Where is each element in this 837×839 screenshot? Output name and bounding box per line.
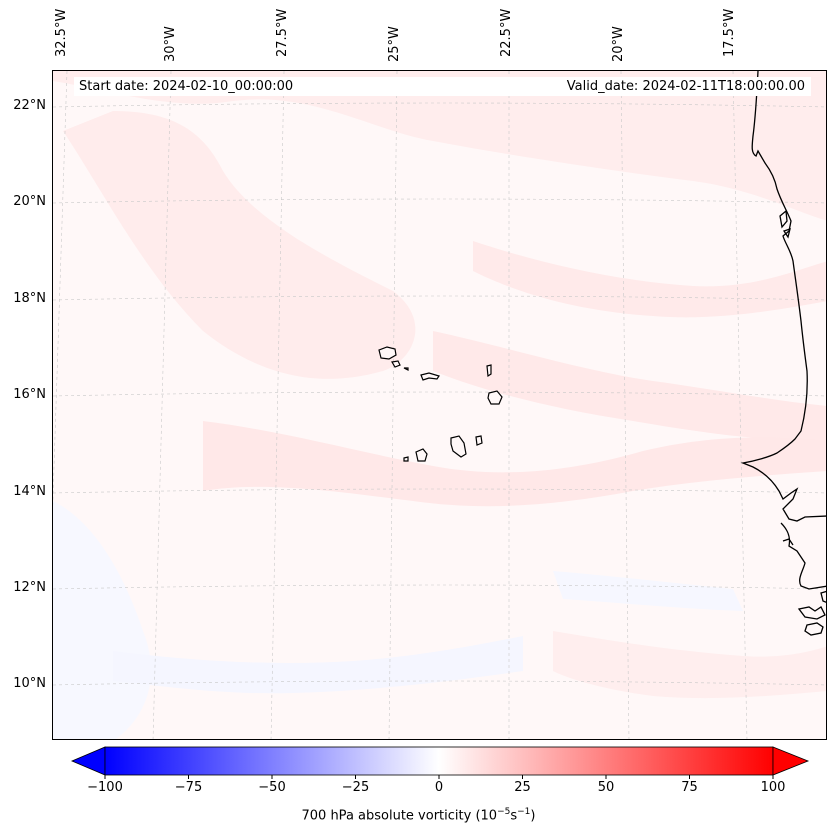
positive-vorticity-band [53, 71, 826, 221]
colorbar-tick-marks [104, 775, 774, 779]
graticule [53, 71, 826, 739]
parallel-20n [53, 198, 826, 204]
coast-small-bay [779, 209, 788, 229]
colorbar-label-exp2: −1 [517, 807, 531, 817]
lon-label-30w: 30°W [163, 26, 178, 62]
meridian-25w [388, 71, 398, 739]
parallel-10n [53, 680, 826, 686]
lat-label-20n: 20°N [13, 194, 46, 209]
map-panel[interactable] [52, 70, 827, 740]
lat-label-12n: 12°N [13, 580, 46, 595]
lon-label-25w: 25°W [387, 26, 402, 62]
parallel-22n [53, 102, 826, 108]
positive-vorticity-band [203, 421, 826, 507]
colorbar-label-main: 700 hPa absolute vorticity (10 [301, 808, 498, 824]
colorbar-label: 700 hPa absolute vorticity (10−5s−1) [0, 807, 837, 823]
positive-vorticity-band [63, 111, 416, 379]
island-brava [403, 456, 409, 462]
coast-inlet [780, 522, 826, 590]
island-boa-vista [487, 390, 503, 405]
coast-small-bay-2 [782, 228, 791, 239]
lon-label-17-5w: 17.5°W [722, 8, 737, 57]
cabo-verde-islands [378, 346, 503, 462]
colorbar-tick-label: −25 [341, 780, 370, 795]
parallel-18n [53, 295, 826, 301]
valid-date-label: Valid_date: 2024-02-11T18:00:00.00 [566, 79, 805, 94]
positive-vorticity-band [553, 631, 826, 699]
colorbar-label-mid: s [510, 808, 518, 824]
coastlines [740, 71, 826, 636]
lat-label-18n: 18°N [13, 291, 46, 306]
island-sao-nicolau [420, 372, 440, 381]
colorbar-label-end: ) [530, 808, 536, 824]
negative-vorticity-band [553, 571, 743, 611]
colorbar-tick-label: −50 [258, 780, 286, 795]
island-maio [475, 435, 483, 446]
map-canvas [53, 71, 826, 739]
colorbar-tick-label: −100 [87, 780, 123, 795]
map-info-bar: Start date: 2024-02-10_00:00:00 Valid_da… [74, 77, 811, 96]
coast-estuary [782, 538, 794, 546]
colorbar-extend-high [772, 746, 810, 776]
island-santo-antao [378, 346, 397, 360]
coast-islands-south [797, 606, 826, 620]
lon-label-20w: 20°W [611, 26, 626, 62]
island-fogo [415, 448, 428, 462]
colorbar-tick-label: −75 [174, 780, 203, 795]
colorbar-tick-label: 75 [681, 780, 698, 795]
lat-label-10n: 10°N [13, 676, 46, 691]
meridian-30w [152, 71, 172, 739]
coast-islands-south [804, 622, 824, 636]
colorbar-tick-label: 100 [760, 780, 786, 795]
island-santiago [450, 435, 467, 458]
lon-label-27-5w: 27.5°W [275, 8, 290, 57]
parallel-12n [53, 584, 826, 590]
colorbar-label-exp1: −5 [497, 807, 511, 817]
vorticity-field [53, 71, 826, 739]
colorbar-body [104, 746, 774, 776]
meridian-20w [620, 71, 630, 739]
parallel-14n [53, 488, 826, 494]
colorbar-tick-label: 50 [597, 780, 615, 795]
lat-label-14n: 14°N [13, 484, 46, 499]
colorbar-tick-label: 25 [514, 780, 531, 795]
lat-label-22n: 22°N [13, 98, 46, 113]
positive-vorticity-band [433, 331, 826, 441]
lon-label-32-5w: 32.5°W [54, 8, 69, 57]
island-sal [486, 364, 492, 378]
west-africa-coastline [740, 71, 826, 522]
colorbar-tick-label: 0 [434, 780, 444, 795]
start-date-label: Start date: 2024-02-10_00:00:00 [79, 79, 294, 94]
island-sao-vicente [391, 360, 401, 368]
coast-islands-south [820, 590, 826, 603]
island-santa-luzia [403, 367, 409, 371]
lon-label-22-5w: 22.5°W [499, 8, 514, 57]
meridian-17-5w [732, 71, 748, 739]
colorbar-extend-low [70, 746, 106, 776]
parallel-16n [53, 391, 826, 397]
negative-vorticity-band [113, 636, 523, 694]
meridian-27-5w [270, 71, 285, 739]
colorbar [70, 746, 810, 779]
lat-label-16n: 16°N [13, 387, 46, 402]
